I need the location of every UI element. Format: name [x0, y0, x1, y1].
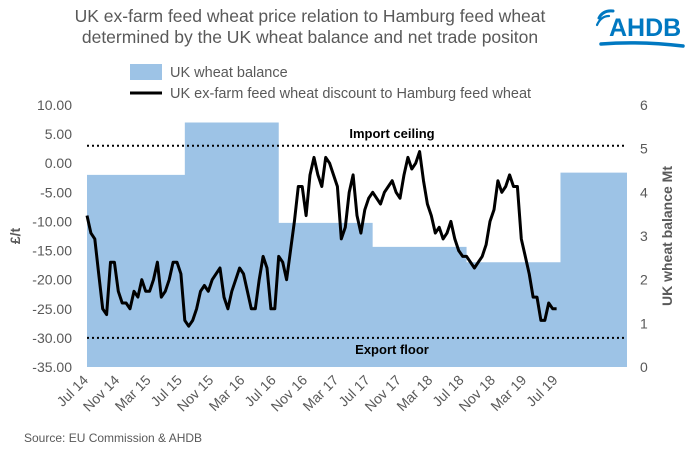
y-left-tick-label: -25.00: [32, 301, 72, 317]
legend-swatch-balance: [130, 64, 162, 80]
x-tick-label: Jul 19: [523, 372, 561, 410]
legend-label-balance: UK wheat balance: [170, 65, 288, 81]
legend-label-discount: UK ex-farm feed wheat discount to Hambur…: [170, 86, 531, 102]
logo-text: AHDB: [609, 14, 681, 42]
y-left-tick-label: 5.00: [45, 126, 72, 142]
y-left-tick-label: -10.00: [32, 213, 72, 229]
y-left-tick-label: 0.00: [45, 155, 72, 171]
x-tick-label: Mar 16: [206, 372, 248, 414]
y-right-tick-label: 0: [640, 359, 648, 375]
y-left-tick-label: 10.00: [37, 97, 72, 113]
balance-area: [87, 122, 627, 367]
x-tick-label: Mar 15: [112, 372, 154, 414]
y-left-tick-label: -35.00: [32, 359, 72, 375]
source-note: Source: EU Commission & AHDB: [24, 431, 203, 445]
y-right-tick-label: 1: [640, 315, 648, 331]
y-left-tick-label: -5.00: [40, 184, 72, 200]
y-right-tick-label: 6: [640, 97, 648, 113]
discount-line: [85, 150, 557, 328]
y-right-axis-title: UK wheat balance Mt: [659, 166, 675, 306]
logo-swoosh-2: [595, 14, 611, 27]
x-tick-label: Mar 17: [299, 372, 341, 414]
y-right-tick-label: 4: [640, 184, 648, 200]
logo-underline: [599, 41, 685, 48]
y-right-tick-label: 5: [640, 141, 648, 157]
chart-title-line-2: determined by the UK wheat balance and n…: [81, 27, 539, 47]
y-right-tick-label: 2: [640, 272, 648, 288]
ahdb-logo: AHDB: [595, 9, 685, 48]
export-floor-label: Export floor: [355, 342, 429, 357]
y-left-tick-label: -20.00: [32, 272, 72, 288]
y-left-tick-label: -15.00: [32, 243, 72, 259]
x-tick-label: Mar 18: [393, 372, 435, 414]
y-right-tick-label: 3: [640, 228, 648, 244]
y-left-tick-label: -30.00: [32, 330, 72, 346]
x-tick-label: Mar 19: [487, 372, 529, 414]
y-left-axis-title: £/t: [7, 227, 23, 244]
chart-title: UK ex-farm feed wheat price relation to …: [30, 6, 590, 48]
logo-swoosh-1: [597, 9, 615, 20]
chart-title-line-1: UK ex-farm feed wheat price relation to …: [74, 6, 546, 26]
import-ceiling-label: Import ceiling: [349, 126, 434, 141]
